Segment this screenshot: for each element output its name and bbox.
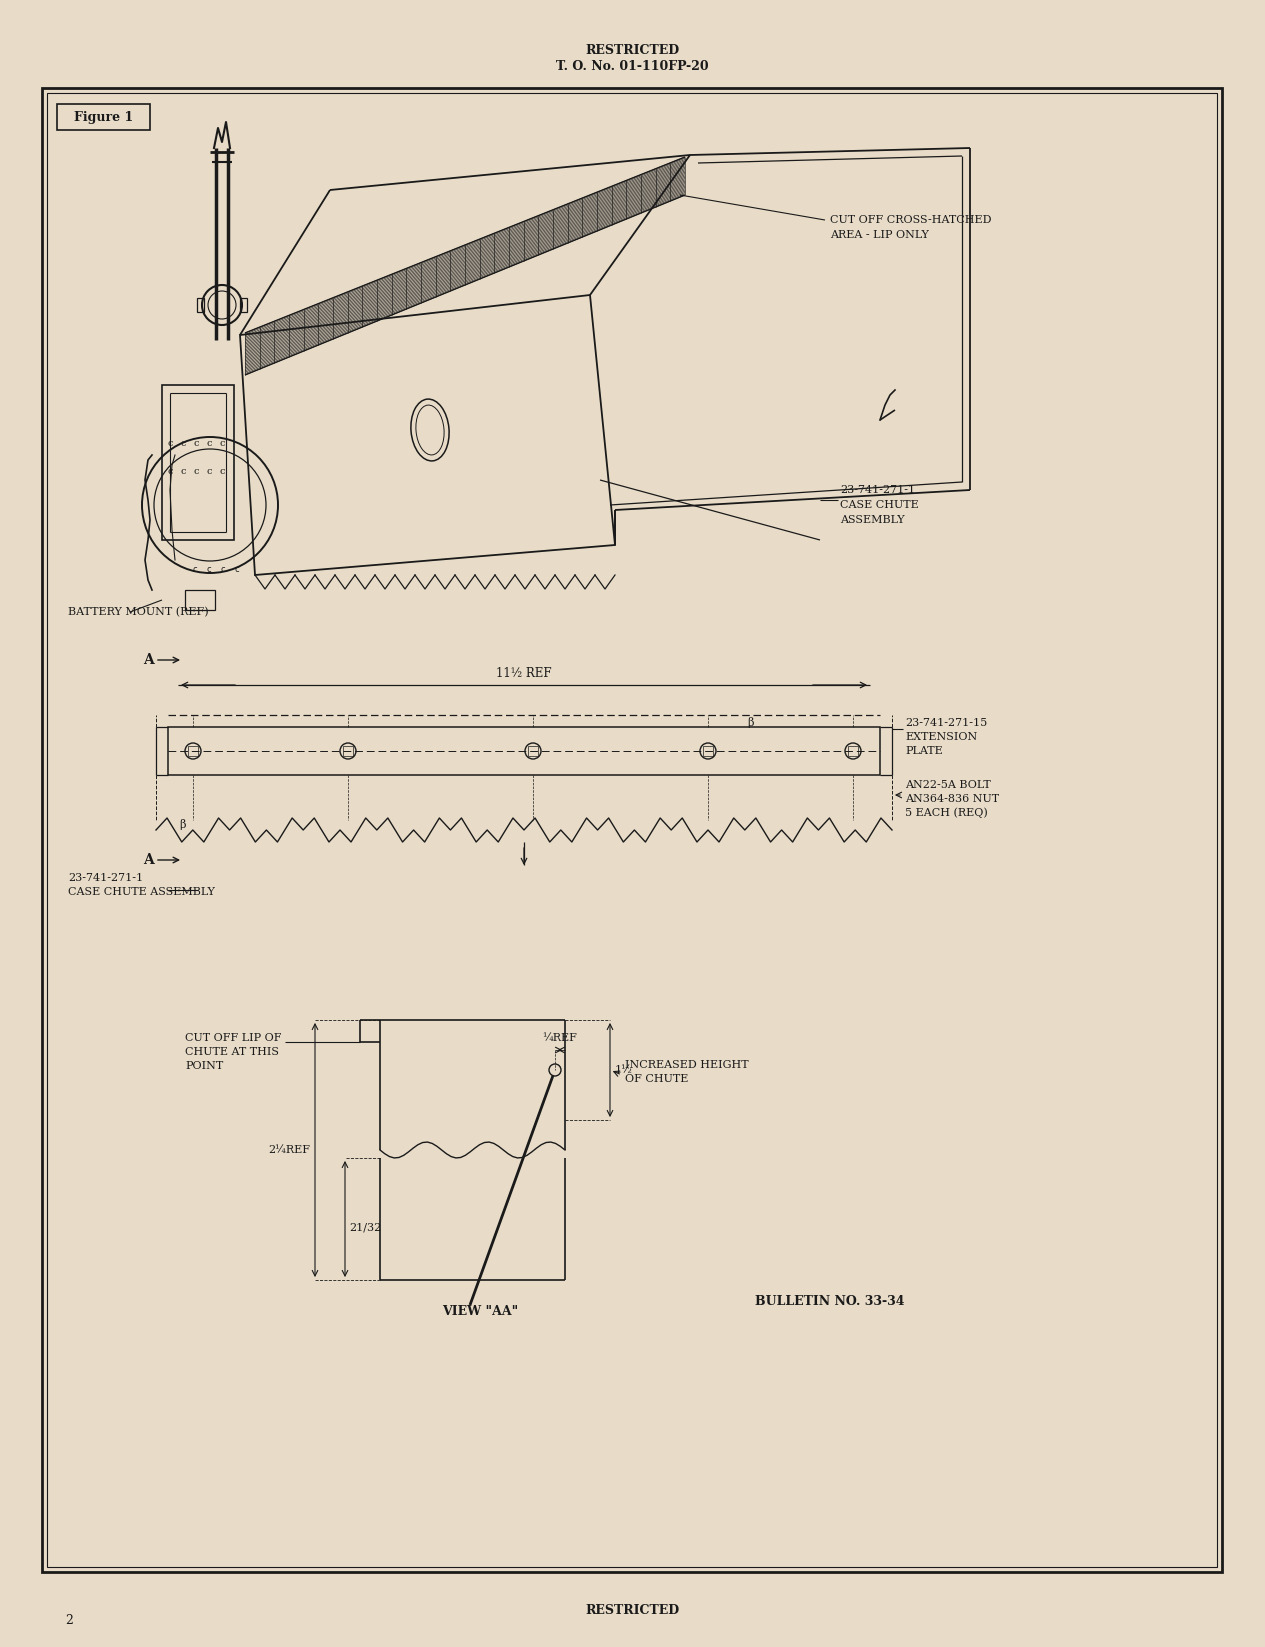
Text: β: β (180, 820, 186, 830)
Text: 2: 2 (65, 1614, 73, 1627)
Text: 2¼REF: 2¼REF (268, 1145, 310, 1155)
Text: OF CHUTE: OF CHUTE (625, 1074, 688, 1084)
Circle shape (549, 1064, 560, 1075)
Text: T. O. No. 01-110FP-20: T. O. No. 01-110FP-20 (555, 59, 708, 72)
Text: A: A (143, 853, 153, 866)
Text: CUT OFF CROSS-HATCHED: CUT OFF CROSS-HATCHED (830, 216, 992, 226)
Text: c: c (167, 440, 173, 448)
Text: c: c (219, 468, 225, 476)
Text: c: c (206, 440, 211, 448)
Text: c: c (180, 440, 186, 448)
Text: VIEW "AA": VIEW "AA" (441, 1304, 519, 1318)
Text: 11½ REF: 11½ REF (496, 667, 552, 680)
Text: ¼REF: ¼REF (543, 1033, 577, 1043)
Text: 5 EACH (REQ): 5 EACH (REQ) (904, 807, 988, 819)
Text: c: c (206, 468, 211, 476)
Text: c: c (206, 565, 211, 575)
Text: c: c (235, 565, 239, 575)
Text: AN364-836 NUT: AN364-836 NUT (904, 794, 999, 804)
Text: CASE CHUTE: CASE CHUTE (840, 501, 918, 511)
Text: c: c (219, 440, 225, 448)
Text: c: c (194, 468, 199, 476)
Text: 21/32: 21/32 (349, 1224, 381, 1234)
Text: RESTRICTED: RESTRICTED (584, 1604, 679, 1616)
Text: PLATE: PLATE (904, 746, 942, 756)
Text: CASE CHUTE ASSEMBLY: CASE CHUTE ASSEMBLY (68, 888, 215, 898)
Text: 23-741-271-1: 23-741-271-1 (68, 873, 143, 883)
Text: AN22-5A BOLT: AN22-5A BOLT (904, 781, 990, 791)
Text: c: c (180, 468, 186, 476)
Text: CUT OFF LIP OF: CUT OFF LIP OF (185, 1033, 282, 1043)
Text: 1½: 1½ (615, 1066, 632, 1075)
Text: BULLETIN NO. 33-34: BULLETIN NO. 33-34 (755, 1295, 904, 1308)
Text: c: c (220, 565, 225, 575)
Text: A: A (143, 652, 153, 667)
Text: c: c (192, 565, 197, 575)
Text: AREA - LIP ONLY: AREA - LIP ONLY (830, 231, 929, 240)
Text: c: c (194, 440, 199, 448)
Text: BATTERY MOUNT (REF): BATTERY MOUNT (REF) (68, 606, 209, 618)
Text: RESTRICTED: RESTRICTED (584, 43, 679, 56)
Text: 23-741-271-1: 23-741-271-1 (840, 484, 915, 496)
Text: EXTENSION: EXTENSION (904, 731, 978, 743)
Text: CHUTE AT THIS: CHUTE AT THIS (185, 1047, 280, 1057)
Text: INCREASED HEIGHT: INCREASED HEIGHT (625, 1061, 749, 1071)
Text: β: β (746, 718, 753, 728)
Text: c: c (167, 468, 173, 476)
Text: ASSEMBLY: ASSEMBLY (840, 516, 904, 525)
Text: POINT: POINT (185, 1061, 223, 1071)
Text: Figure 1: Figure 1 (73, 112, 133, 125)
Text: 23-741-271-15: 23-741-271-15 (904, 718, 987, 728)
